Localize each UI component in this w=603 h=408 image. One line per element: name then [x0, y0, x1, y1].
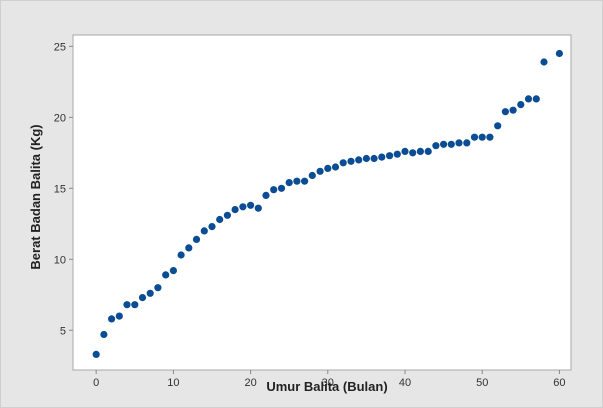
data-point	[386, 152, 394, 160]
data-point	[162, 271, 170, 279]
data-point	[447, 140, 455, 148]
data-point	[185, 244, 193, 252]
data-points	[92, 49, 564, 358]
data-point	[440, 140, 448, 148]
data-point	[100, 330, 108, 339]
data-point	[378, 153, 386, 161]
data-point	[486, 133, 494, 141]
data-point	[517, 101, 525, 109]
data-point	[393, 150, 401, 158]
data-point	[231, 206, 239, 214]
x-tick-label: 60	[553, 377, 565, 389]
data-point	[262, 191, 270, 199]
data-point	[316, 167, 324, 175]
data-point	[146, 289, 154, 297]
y-axis: 5 10 15 20 25	[54, 41, 73, 337]
x-tick-label: 10	[167, 377, 179, 389]
x-tick-label: 30	[322, 377, 334, 389]
data-point	[324, 164, 332, 172]
y-tick-label: 5	[60, 325, 66, 337]
data-point	[494, 122, 502, 130]
data-point	[285, 179, 293, 187]
data-point	[254, 204, 262, 212]
y-tick-label: 20	[54, 112, 66, 124]
data-point	[401, 147, 409, 155]
data-point	[370, 154, 378, 163]
data-point	[331, 163, 340, 171]
data-point	[347, 157, 355, 165]
data-point	[470, 133, 479, 141]
data-point	[555, 49, 564, 58]
y-tick-label: 10	[54, 254, 66, 266]
x-tick-label: 20	[244, 377, 256, 389]
data-point	[409, 149, 417, 157]
y-tick-label: 15	[54, 183, 66, 195]
data-point	[108, 315, 116, 323]
data-point	[239, 203, 247, 211]
data-point	[509, 106, 517, 114]
data-point	[293, 177, 301, 185]
data-point	[115, 312, 123, 320]
y-tick-label: 25	[54, 41, 66, 53]
data-point	[192, 235, 201, 243]
data-point	[247, 201, 255, 209]
x-axis-title: Umur Balita (Bulan)	[266, 379, 387, 394]
data-point	[200, 227, 208, 235]
data-point	[339, 159, 347, 167]
data-point	[524, 95, 533, 103]
x-tick-label: 40	[399, 377, 411, 389]
data-point	[169, 267, 177, 275]
data-point	[478, 133, 486, 141]
data-point	[301, 177, 309, 185]
x-axis: 0 10 20 30 40 50 60	[93, 370, 566, 389]
data-point	[92, 350, 100, 358]
data-point	[463, 139, 471, 147]
data-point	[216, 215, 224, 224]
data-point	[154, 284, 162, 292]
data-point	[208, 223, 216, 231]
data-point	[540, 58, 548, 66]
data-point	[138, 294, 147, 302]
data-point	[501, 108, 509, 116]
data-point	[270, 186, 278, 194]
data-point	[308, 171, 316, 180]
data-point	[416, 147, 424, 155]
data-point	[131, 301, 139, 309]
data-point	[432, 142, 440, 150]
data-point	[123, 301, 131, 309]
data-point	[455, 139, 463, 147]
x-tick-label: 0	[93, 377, 99, 389]
y-axis-title: Berat Badan Balita (Kg)	[28, 124, 43, 269]
x-tick-label: 50	[476, 377, 488, 389]
data-point	[277, 184, 286, 192]
data-point	[362, 154, 370, 163]
data-point	[355, 156, 363, 164]
data-point	[424, 147, 432, 155]
data-point	[532, 95, 540, 103]
data-point	[177, 251, 185, 259]
data-point	[223, 211, 231, 219]
plot-area	[72, 34, 572, 371]
